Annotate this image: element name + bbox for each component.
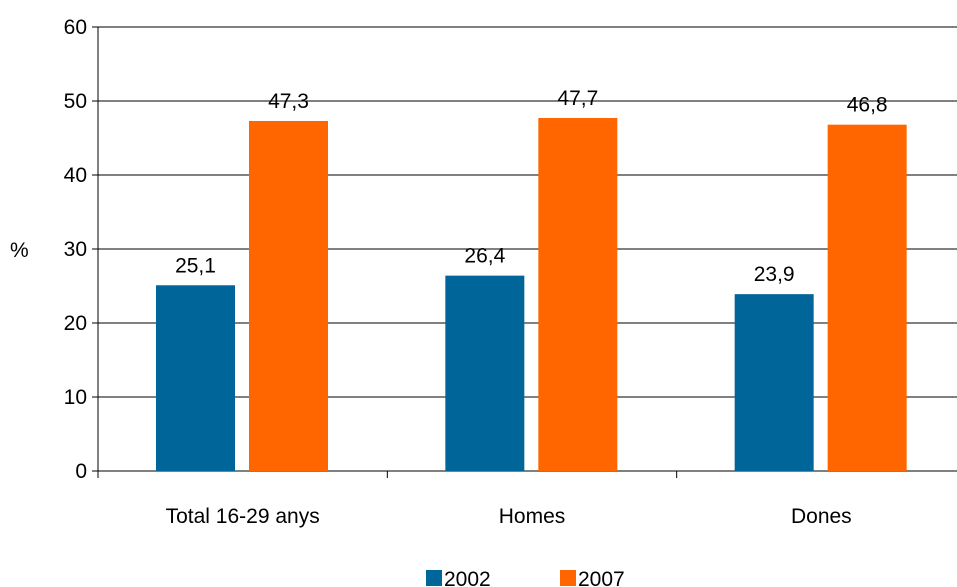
x-tick-label: Dones bbox=[791, 505, 852, 528]
bar-2007 bbox=[538, 118, 618, 472]
legend-swatch bbox=[426, 570, 442, 586]
y-axis-title: % bbox=[10, 239, 29, 262]
gridlines bbox=[98, 26, 957, 398]
legend-label: 2002 bbox=[444, 568, 491, 587]
y-tick-label: 10 bbox=[64, 386, 87, 409]
legend: 2002 2007 bbox=[426, 568, 625, 587]
bar-2002 bbox=[734, 294, 814, 471]
legend-swatch bbox=[560, 570, 576, 586]
y-tick-label: 30 bbox=[64, 238, 87, 261]
legend-label: 2007 bbox=[578, 568, 625, 587]
data-label: 23,9 bbox=[754, 263, 795, 286]
bar-2007 bbox=[249, 120, 328, 471]
bar-2007 bbox=[827, 124, 907, 472]
bar-2002 bbox=[156, 285, 235, 471]
data-label: 26,4 bbox=[464, 245, 505, 268]
y-tick-label: 0 bbox=[75, 460, 87, 483]
x-tick-label: Homes bbox=[499, 505, 566, 528]
data-label: 47,7 bbox=[557, 87, 598, 110]
data-label: 25,1 bbox=[175, 254, 216, 277]
y-tick-label: 60 bbox=[64, 16, 87, 39]
y-tick-label: 20 bbox=[64, 312, 87, 335]
x-tick-label: Total 16-29 anys bbox=[166, 505, 320, 528]
data-labels: 25,1 47,3 26,4 47,7 23,9 46,8 bbox=[175, 87, 888, 286]
y-tick-label: 40 bbox=[64, 164, 87, 187]
y-tick-label: 50 bbox=[64, 90, 87, 113]
bar-2002 bbox=[445, 275, 525, 471]
data-label: 46,8 bbox=[847, 94, 888, 117]
axes: 0 10 20 30 40 50 60 Total 16-29 anys Homes Dones bbox=[64, 16, 957, 528]
bars bbox=[156, 118, 907, 472]
data-label: 47,3 bbox=[268, 90, 309, 113]
